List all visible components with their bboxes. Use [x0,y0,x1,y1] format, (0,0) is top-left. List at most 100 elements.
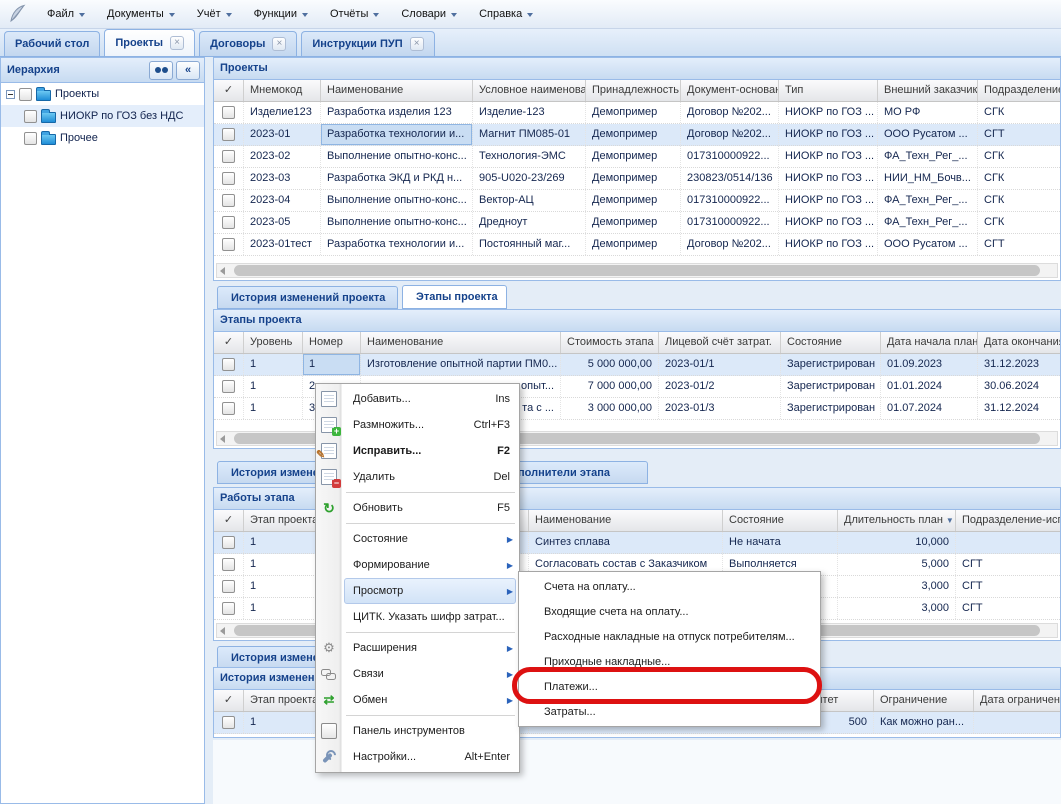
grid-header-cell[interactable]: ✓ [214,80,244,101]
submenu-item[interactable]: Входящие счета на оплату... [519,599,820,624]
menu-item[interactable]: Просмотр ▶ [344,578,516,604]
menubar-item[interactable]: Справка [468,4,544,24]
submenu-item[interactable]: Счета на оплату... [519,574,820,599]
menu-item[interactable]: ⚙ Расширения ▶ [323,635,516,661]
grid-header-cell[interactable]: Дата окончания план [978,332,1060,353]
row-checkbox[interactable] [222,172,235,185]
grid-header-cell[interactable]: ✓ [214,332,244,353]
find-button[interactable] [149,60,173,80]
menu-item[interactable]: − Удалить Del [321,464,516,490]
grid-header-cell[interactable]: Условное наименование [473,80,586,101]
menubar-item[interactable]: Документы [96,4,186,24]
menu-item[interactable]: ↻ Обновить F5 [323,495,516,521]
row-checkbox[interactable] [222,716,235,729]
grid-header-cell[interactable]: Подразделение [978,80,1060,101]
grid-header-cell[interactable]: Мнемокод [244,80,321,101]
grid-header-cell[interactable]: ✓ [214,690,244,711]
menu-item[interactable]: ✎ Исправить... F2 [316,438,516,464]
row-checkbox[interactable] [222,150,235,163]
grid-header-cell[interactable]: Принадлежность [586,80,681,101]
menubar-item[interactable]: Функции [243,4,319,24]
row-checkbox[interactable] [222,536,235,549]
expand-collapse-icon[interactable] [6,89,15,99]
grid-header-cell[interactable]: Состояние [781,332,881,353]
scroll-left-arrow-icon[interactable] [220,627,225,635]
menu-item[interactable]: Связи ▶ [321,661,516,687]
grid-header-cell[interactable]: Номер [303,332,361,353]
menu-item[interactable]: Панель инструментов [321,718,516,744]
table-row[interactable]: 2023-01тест Разработка технологии и... Пос… [214,234,1060,256]
row-checkbox[interactable] [222,216,235,229]
grid-header-cell[interactable]: Ограничение [874,690,974,711]
menubar-item[interactable]: Отчёты [319,4,390,24]
section-tab[interactable]: Этапы проекта [402,285,507,309]
horizontal-scrollbar[interactable] [216,263,1058,278]
scrollbar-thumb[interactable] [234,265,1040,276]
grid-header-cell[interactable]: Длительность план ▼ [838,510,956,531]
submenu-item[interactable]: Расходные накладные на отпуск потребител… [519,624,820,649]
scroll-left-arrow-icon[interactable] [220,267,225,275]
menu-item[interactable]: Формирование ▶ [344,552,516,578]
table-row[interactable]: 2023-04 Выполнение опытно-конс... Вектор-А… [214,190,1060,212]
tree-checkbox[interactable] [24,131,37,145]
menu-item[interactable]: ЦИТК. Указать шифр затрат... [344,604,516,630]
table-row[interactable]: 2023-02 Выполнение опытно-конс... Технолог… [214,146,1060,168]
menu-item[interactable]: Настройки... Alt+Enter [344,744,516,770]
collapse-sidebar-button[interactable]: « [176,60,200,80]
section-tab[interactable]: История изменений проекта [217,286,398,309]
tree-checkbox[interactable] [24,109,37,123]
row-checkbox[interactable] [222,558,235,571]
grid-header-cell[interactable]: ✓ [214,510,244,531]
table-row[interactable]: Изделие123 Разработка изделия 123 Изделие-… [214,102,1060,124]
close-icon[interactable]: × [170,36,185,50]
table-row[interactable]: 2023-05 Выполнение опытно-конс... Дредноут… [214,212,1060,234]
grid-header-cell[interactable]: Внешний заказчик [878,80,978,101]
row-checkbox[interactable] [222,602,235,615]
tree-checkbox[interactable] [19,87,32,101]
submenu-item[interactable]: Приходные накладные... [519,649,820,674]
scroll-left-arrow-icon[interactable] [220,435,225,443]
close-icon[interactable]: × [272,37,287,51]
row-checkbox[interactable] [222,194,235,207]
grid-header-cell[interactable]: Лицевой счёт затрат. [659,332,781,353]
tree-node[interactable]: НИОКР по ГОЗ без НДС [1,105,204,127]
main-tab[interactable]: Рабочий стол [4,31,101,56]
grid-header-cell[interactable]: Стоимость этапа [561,332,659,353]
menu-item[interactable]: + Размножить... Ctrl+F3 [321,412,516,438]
grid-header-cell[interactable]: Наименование [321,80,473,101]
menubar-item[interactable]: Словари [390,4,468,24]
grid-header-cell[interactable]: Этап проекта [244,510,529,531]
menu-item[interactable]: Добавить... Ins [321,386,516,412]
grid-header-cell[interactable]: Наименование [361,332,561,353]
scrollbar-thumb[interactable] [234,433,1040,444]
tree-node[interactable]: Прочее [1,127,204,149]
main-tab[interactable]: Договоры × [199,31,298,56]
table-row[interactable]: 2023-01 Разработка технологии и... Магнит … [214,124,1060,146]
main-tab[interactable]: Проекты × [104,29,196,56]
grid-header-cell[interactable]: Дата начала план [881,332,978,353]
section-tab[interactable]: Исполнители этапа [490,461,648,484]
grid-header-cell[interactable]: Дата ограничения [974,690,1060,711]
table-row[interactable]: 2023-03 Разработка ЭКД и РКД н... 905-U020… [214,168,1060,190]
row-checkbox[interactable] [222,238,235,251]
grid-header-cell[interactable]: Подразделение-исполнитель [956,510,1060,531]
table-row[interactable]: 1 1 Изготовление опытной партии ПМ0... 5 00… [214,354,1060,376]
row-checkbox[interactable] [222,358,235,371]
row-checkbox[interactable] [222,128,235,141]
grid-header-cell[interactable]: Тип [779,80,878,101]
main-tab[interactable]: Инструкции ПУП × [301,31,435,56]
menu-item[interactable]: ⇄ Обмен ▶ [324,687,516,713]
grid-header-cell[interactable]: Наименование [529,510,723,531]
close-icon[interactable]: × [409,37,424,51]
grid-header-cell[interactable]: Состояние [723,510,838,531]
grid-header-cell[interactable]: Документ-основание [681,80,779,101]
menubar-item[interactable]: Файл [36,4,96,24]
submenu-item[interactable]: Платежи... [519,674,820,699]
menu-item[interactable]: Состояние ▶ [344,526,516,552]
grid-header-cell[interactable]: Уровень [244,332,303,353]
tree-node[interactable]: Проекты [1,83,204,105]
row-checkbox[interactable] [222,580,235,593]
row-checkbox[interactable] [222,106,235,119]
row-checkbox[interactable] [222,380,235,393]
menubar-item[interactable]: Учёт [186,4,243,24]
